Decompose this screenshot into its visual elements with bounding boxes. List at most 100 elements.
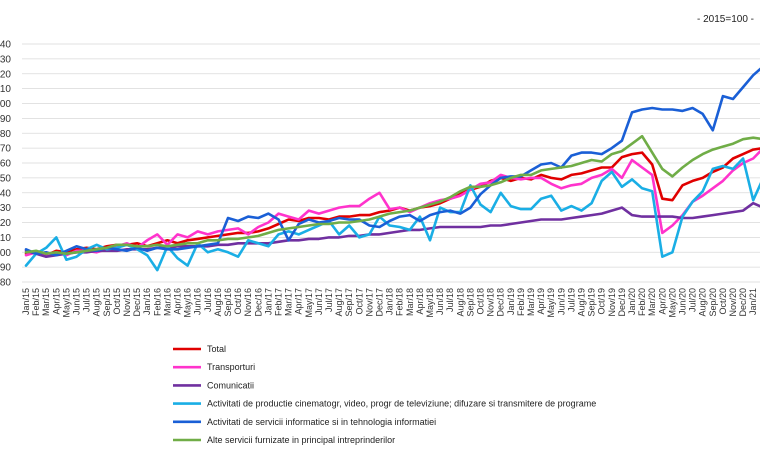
series-line-4	[24, 157, 760, 272]
x-tick-label: May/16	[183, 288, 193, 318]
x-tick-label: Sep/18	[465, 288, 475, 317]
x-tick-label: Nov/16	[243, 288, 253, 317]
x-tick-label: Oct/19	[597, 288, 607, 315]
x-tick-label: Jun/16	[193, 288, 203, 315]
x-tick-label: Aug/15	[92, 288, 102, 317]
x-tick-label: Jan/16	[142, 288, 152, 315]
series-lines	[24, 67, 760, 272]
y-axis: 80 90 100 110 120 130 140 150 160 170 180 190 200 210…	[0, 40, 11, 289]
x-tick-label: Apr/15	[51, 288, 61, 315]
x-tick-label: Jun/18	[435, 288, 445, 315]
x-tick-label: Apr/20	[657, 288, 667, 315]
y-tick-label: 240	[0, 40, 11, 51]
x-tick-label: Feb/20	[637, 288, 647, 316]
x-tick-label: Sep/19	[587, 288, 597, 317]
x-tick-label: Jul/19	[566, 288, 576, 312]
x-tick-label: Nov/20	[728, 288, 738, 317]
chart-note: - 2015=100 -	[697, 14, 754, 25]
x-tick-label: Jun/19	[556, 288, 566, 315]
x-tick-label: May/19	[546, 288, 556, 318]
x-tick-label: Jul/17	[324, 288, 334, 312]
x-tick-label: Apr/16	[173, 288, 183, 315]
y-tick-label: 230	[0, 54, 11, 65]
x-tick-label: Feb/21	[758, 288, 760, 316]
y-tick-label: 190	[0, 114, 11, 125]
x-tick-label: Mar/15	[41, 288, 51, 316]
x-tick-label: Mar/16	[162, 288, 172, 316]
series-line-1	[24, 147, 760, 257]
x-tick-label: Dec/18	[496, 288, 506, 317]
legend-label: Activitati de productie cinematogr, vide…	[207, 399, 596, 409]
x-tick-label: Dec/16	[253, 288, 263, 317]
x-tick-label: Jun/15	[72, 288, 82, 315]
x-tick-label: Oct/16	[233, 288, 243, 315]
x-tick-label: Jan/21	[748, 288, 758, 315]
x-tick-label: Jul/20	[688, 288, 698, 312]
x-tick-label: Feb/17	[274, 288, 284, 316]
x-tick-label: Sep/17	[344, 288, 354, 317]
x-tick-label: Feb/18	[395, 288, 405, 316]
x-tick-label: Jan/20	[627, 288, 637, 315]
x-tick-label: Feb/16	[152, 288, 162, 316]
x-tick-label: Mar/17	[284, 288, 294, 316]
x-tick-label: May/20	[667, 288, 677, 318]
x-tick-label: Nov/15	[122, 288, 132, 317]
x-tick-label: Aug/18	[455, 288, 465, 317]
series-line-6	[24, 134, 760, 255]
x-tick-label: Aug/17	[334, 288, 344, 317]
x-tick-label: Jan/19	[506, 288, 516, 315]
legend-label: Alte servicii furnizate in principal int…	[207, 435, 395, 445]
x-tick-label: Dec/19	[617, 288, 627, 317]
y-tick-label: 80	[0, 278, 11, 289]
x-tick-label: Aug/19	[577, 288, 587, 317]
x-tick-label: Oct/15	[112, 288, 122, 315]
x-tick-label: Jun/17	[314, 288, 324, 315]
y-tick-label: 220	[0, 69, 11, 80]
y-tick-label: 90	[0, 263, 11, 274]
x-tick-label: Nov/18	[486, 288, 496, 317]
y-tick-label: 200	[0, 99, 11, 110]
x-tick-label: Jan/18	[385, 288, 395, 315]
x-tick-label: Dec/17	[375, 288, 385, 317]
x-tick-label: Nov/19	[607, 288, 617, 317]
legend: Total Transporturi Comunicatii Activitati d…	[173, 344, 596, 445]
legend-label: Comunicatii	[207, 380, 254, 390]
x-axis: Jan/15 Feb/15 Mar/15 Apr/15 May/15 Jun/15 Jul/…	[21, 288, 760, 318]
x-tick-label: Jun/20	[678, 288, 688, 315]
series-line-2	[24, 149, 760, 259]
y-tick-label: 160	[0, 159, 11, 170]
x-tick-label: Apr/19	[536, 288, 546, 315]
x-tick-label: May/17	[304, 288, 314, 318]
x-tick-label: Mar/20	[647, 288, 657, 316]
y-tick-label: 120	[0, 218, 11, 229]
x-tick-label: May/18	[425, 288, 435, 318]
y-tick-label: 170	[0, 144, 11, 155]
legend-label: Activitati de servicii informatice si in…	[207, 417, 436, 427]
x-tick-label: Aug/16	[213, 288, 223, 317]
x-tick-label: Sep/20	[708, 288, 718, 317]
x-tick-label: Mar/19	[526, 288, 536, 316]
y-tick-label: 110	[0, 233, 11, 244]
x-tick-label: Aug/20	[698, 288, 708, 317]
x-tick-label: Feb/19	[516, 288, 526, 316]
legend-label: Total	[207, 344, 226, 354]
x-tick-label: May/15	[61, 288, 71, 318]
x-tick-label: Oct/17	[354, 288, 364, 315]
x-tick-label: Jul/18	[445, 288, 455, 312]
y-tick-label: 100	[0, 248, 11, 259]
x-tick-label: Feb/15	[31, 288, 41, 316]
x-tick-label: Jul/16	[203, 288, 213, 312]
series-line-5	[24, 67, 760, 257]
x-tick-label: Mar/18	[405, 288, 415, 316]
x-tick-label: Apr/17	[294, 288, 304, 315]
x-tick-label: Nov/17	[364, 288, 374, 317]
x-tick-label: Dec/15	[132, 288, 142, 317]
x-tick-label: Jul/15	[82, 288, 92, 312]
x-tick-label: Sep/16	[223, 288, 233, 317]
x-tick-label: Sep/15	[102, 288, 112, 317]
y-tick-label: 180	[0, 129, 11, 140]
x-tick-label: Apr/18	[415, 288, 425, 315]
y-tick-label: 210	[0, 84, 11, 95]
x-tick-label: Jan/17	[263, 288, 273, 315]
